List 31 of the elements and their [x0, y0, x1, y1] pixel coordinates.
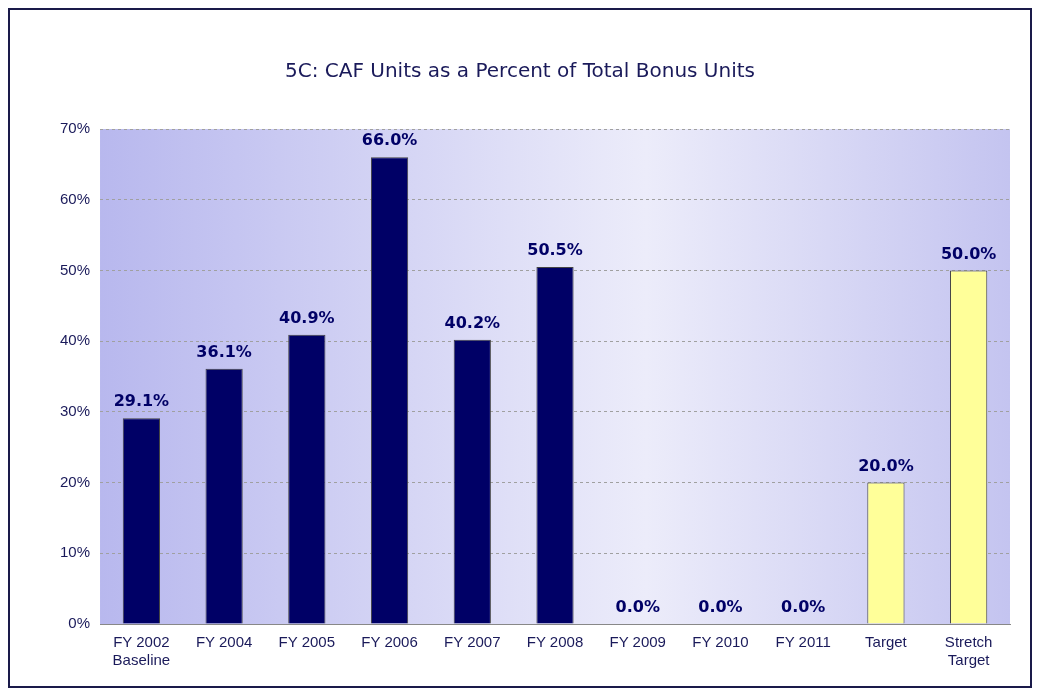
x-tick-label: FY 2004 — [195, 633, 253, 651]
y-tick-label: 30% — [59, 402, 91, 419]
y-tick-label: 10% — [59, 543, 91, 561]
y-tick-label: 60% — [59, 189, 91, 207]
data-label: 40.2% — [444, 312, 501, 332]
y-tick-label: 70% — [59, 119, 91, 137]
y-tick-label: 50% — [59, 260, 91, 278]
data-label: 66.0% — [361, 130, 418, 150]
data-label: 0.0% — [698, 597, 743, 617]
x-tick-label: Target — [865, 633, 908, 651]
y-tick-label: 40% — [59, 331, 91, 349]
data-label: 29.1% — [113, 391, 170, 411]
x-tick-label: FY 2008 — [526, 633, 584, 651]
data-label: 20.0% — [858, 455, 914, 475]
x-tick-label: FY 2007 — [444, 633, 501, 651]
x-tick-label: Stretch Target — [944, 633, 993, 669]
y-tick-label: 20% — [59, 472, 91, 490]
x-tick-label: FY 2006 — [361, 633, 418, 651]
data-label: 0.0% — [615, 597, 660, 617]
x-tick-label: FY 2011 — [775, 633, 831, 651]
data-label: 50.5% — [527, 240, 583, 260]
data-label: 0.0% — [781, 597, 826, 617]
x-tick-label: FY 2009 — [609, 633, 666, 651]
data-label: 36.1% — [196, 341, 252, 361]
x-tick-label: FY 2005 — [278, 633, 336, 651]
y-tick-label: 0% — [68, 614, 91, 632]
data-label: 50.0% — [940, 243, 997, 263]
chart-title: 5C: CAF Units as a Percent of Total Bonus Units — [284, 58, 756, 82]
x-tick-label: FY 2010 — [692, 633, 749, 651]
x-tick-label: FY 2002 Baseline — [112, 633, 171, 669]
data-label: 40.9% — [279, 307, 335, 327]
